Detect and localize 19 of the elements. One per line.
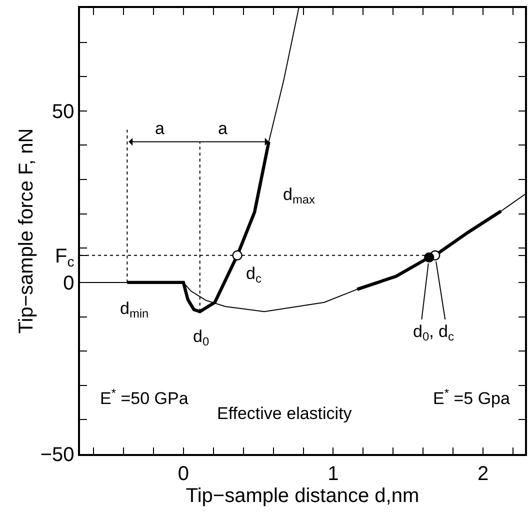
x-tick-label: 0	[178, 462, 189, 485]
annotation: a	[155, 119, 165, 138]
annotation: d$_{max}$	[283, 185, 315, 207]
y-tick-label: 50	[52, 100, 74, 123]
annotation: E$^{*}$ =5 Gpa	[433, 386, 510, 408]
y-tick-label: 0	[63, 272, 74, 294]
annotation: a	[218, 119, 228, 138]
x-axis-title: Tip−sample distance d,nm	[186, 484, 420, 507]
x-tick-label: 2	[477, 462, 489, 485]
annotation: d$_{0}$, d$_{c}$	[413, 322, 454, 344]
x-tick-label: 1	[328, 462, 339, 485]
annotation: E$^{*}$ =50 GPa	[100, 386, 189, 408]
annotation: Effective elasticity	[217, 404, 352, 423]
annotation: d$_{min}$	[120, 299, 149, 321]
y-tick-label: F$_{c}$	[55, 245, 74, 270]
y-tick-label: −50	[40, 444, 74, 466]
y-axis-title: Tip−sample force F, nN	[15, 128, 38, 334]
annotation: d$_{0}$	[193, 327, 210, 349]
annotation: d$_{c}$	[246, 264, 262, 286]
